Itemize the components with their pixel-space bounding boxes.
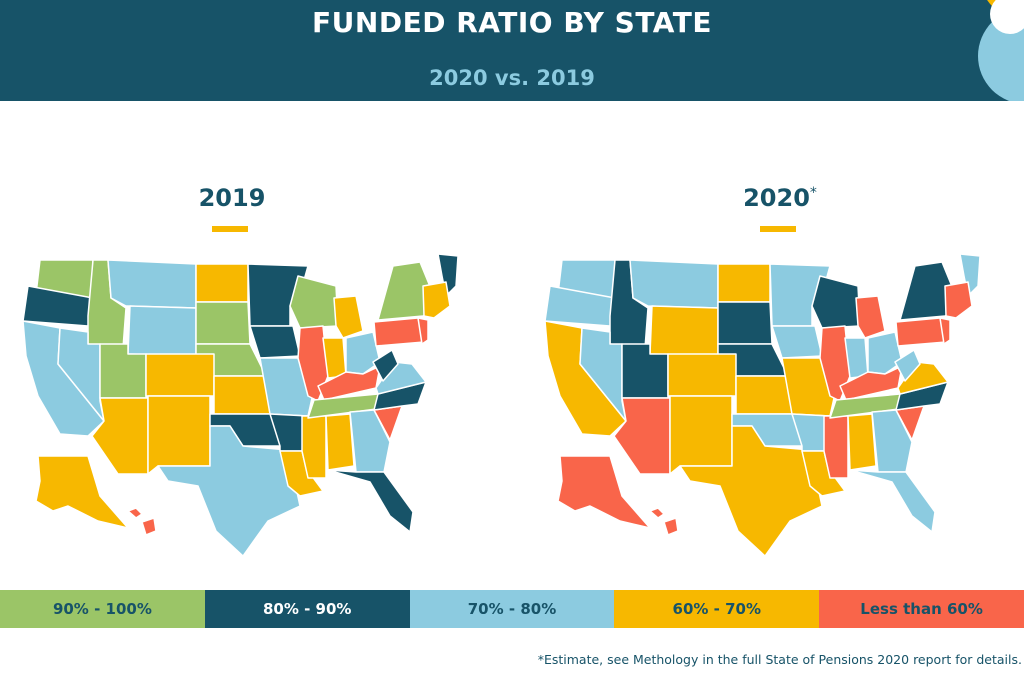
map-2020-year-label: 2020*: [743, 184, 817, 212]
state-oh-2019: [345, 331, 381, 375]
state-mt-2019: [107, 259, 197, 309]
page-subtitle: 2020 vs. 2019: [429, 66, 595, 90]
state-mo-2019: [259, 357, 313, 417]
legend-80-90: 80% - 90%: [204, 590, 410, 628]
state-al-2019: [325, 413, 355, 471]
map-2019-year-label: 2019: [198, 184, 266, 212]
state-tx-2020: [679, 425, 823, 557]
state-co-2020: [667, 353, 737, 397]
us-map-2020: [544, 253, 980, 557]
map-2020-underline: [760, 226, 796, 232]
state-nm-2019: [147, 395, 211, 475]
state-wi-2019: [289, 275, 339, 329]
state-wv-2019: [372, 349, 399, 382]
state-mi-2019: [333, 295, 364, 339]
state-oh-2020: [867, 331, 903, 375]
state-sd-2020: [717, 301, 773, 345]
state-sd-2019: [195, 301, 251, 345]
state-me-2019: [437, 253, 458, 297]
state-ms-2020: [823, 415, 849, 479]
footnote: *Estimate, see Methology in the full Sta…: [537, 652, 1022, 667]
state-pa-2019: [373, 317, 425, 347]
page-title: FUNDED RATIO BY STATE: [312, 6, 712, 39]
state-wy-2019: [127, 305, 197, 357]
state-hi-2020: [649, 507, 679, 536]
state-al-2020: [847, 413, 877, 471]
state-ks-2019: [213, 375, 271, 415]
us-map-2019: [22, 253, 458, 557]
state-nj-2019: [417, 317, 429, 345]
map-2019-underline: [212, 226, 248, 232]
state-mi-2020: [855, 295, 886, 339]
state-fl-2019: [327, 469, 414, 533]
state-ga-2019: [349, 409, 391, 473]
state-wy-2020: [649, 305, 719, 357]
state-tx-2019: [157, 425, 301, 557]
state-ne-reg-2019: [422, 281, 451, 319]
state-ga-2020: [871, 409, 913, 473]
state-nd-2019: [195, 263, 249, 303]
state-nd-2020: [717, 263, 771, 303]
state-mo-2020: [781, 357, 835, 417]
state-fl-2020: [849, 469, 936, 533]
legend-70-80: 70% - 80%: [409, 590, 615, 628]
state-ak-2020: [557, 455, 651, 529]
state-ks-2020: [735, 375, 793, 415]
state-wv-2020: [894, 349, 921, 382]
header-banner: FUNDED RATIO BY STATE 2020 vs. 2019: [0, 0, 1024, 101]
state-ne-reg-2020: [944, 281, 973, 319]
state-hi-2019: [127, 507, 157, 536]
state-mt-2020: [629, 259, 719, 309]
legend-less-than-60: Less than 60%: [819, 590, 1024, 628]
state-ms-2019: [301, 415, 327, 479]
state-wi-2020: [811, 275, 861, 329]
state-nm-2020: [669, 395, 733, 475]
state-nj-2020: [939, 317, 951, 345]
state-pa-2020: [895, 317, 947, 347]
legend: 90% - 100% 80% - 90% 70% - 80% 60% - 70%…: [0, 590, 1024, 628]
legend-60-70: 60% - 70%: [614, 590, 820, 628]
state-ia-2019: [249, 325, 301, 359]
state-me-2020: [959, 253, 980, 297]
state-co-2019: [145, 353, 215, 397]
state-ak-2019: [35, 455, 129, 529]
decorative-circles: [978, 0, 1024, 101]
legend-90-100: 90% - 100%: [0, 590, 205, 628]
state-ia-2020: [771, 325, 823, 359]
